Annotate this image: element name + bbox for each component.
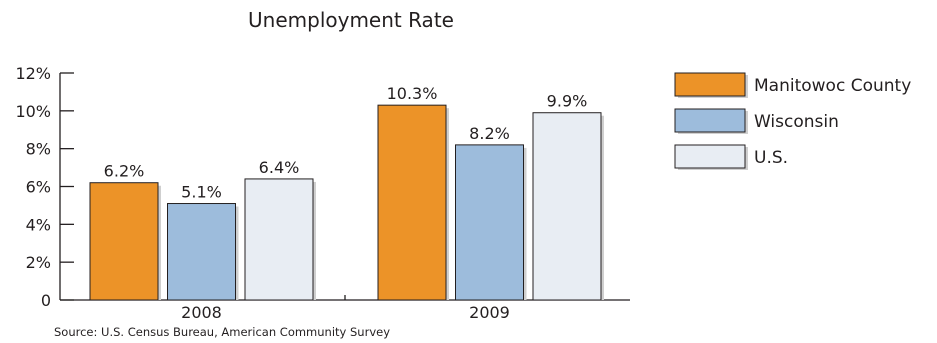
y-axis: 0 2% 4% 6% 8% 10% 12% [15,64,74,310]
x-tick-label: 2009 [469,303,510,322]
y-tick-label: 0 [41,291,51,310]
y-tick-label: 4% [26,215,51,234]
y-tick-label: 6% [26,178,51,197]
legend-label: Manitowoc County [754,76,911,96]
legend-swatch [674,72,746,97]
data-label: 8.2% [469,124,510,143]
chart-title: Unemployment Rate [248,8,454,32]
bars: 6.2% 5.1% 6.4% 10.3% 8.2% 9.9% [89,84,604,301]
y-tick-label: 12% [15,64,51,83]
legend-label: U.S. [754,148,788,168]
data-label: 10.3% [387,84,438,103]
bar [167,203,236,301]
legend-swatch [674,108,746,133]
bar [532,112,602,301]
data-label: 5.1% [181,183,222,202]
legend-label: Wisconsin [754,112,839,132]
bar [89,182,159,301]
source-note: Source: U.S. Census Bureau, American Com… [54,325,390,339]
bar [244,178,314,301]
legend: Manitowoc County Wisconsin U.S. [674,72,911,170]
bar [455,144,524,301]
data-label: 9.9% [547,92,588,111]
legend-swatch [674,144,746,169]
data-label: 6.4% [259,158,300,177]
y-tick-label: 8% [26,140,51,159]
x-tick-label: 2008 [181,303,222,322]
bar [377,104,447,301]
y-tick-label: 2% [26,253,51,272]
y-tick-label: 10% [15,102,51,121]
data-label: 6.2% [104,162,145,181]
